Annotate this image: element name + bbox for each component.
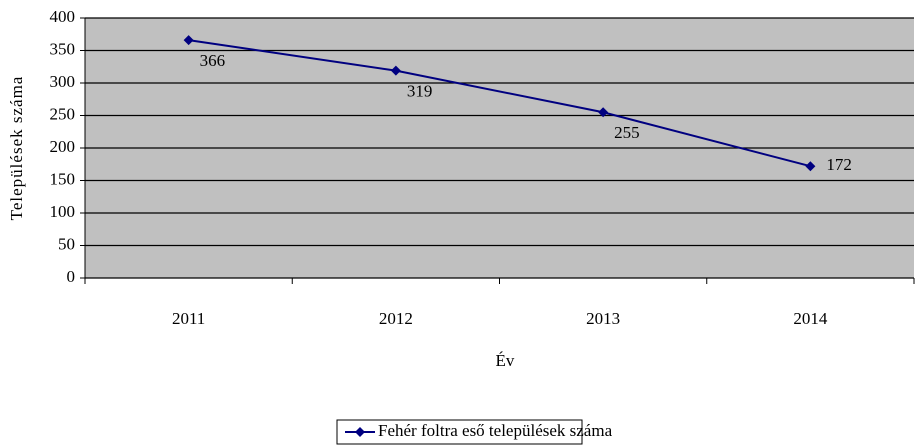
x-axis-label: Év [496,351,515,370]
data-label: 319 [407,82,433,101]
data-marker [183,35,194,46]
legend-box [336,419,583,445]
data-label: 255 [614,123,640,142]
y-tick-label: 100 [50,202,76,221]
y-tick-label: 250 [50,104,76,123]
y-axis-label: Települések száma [7,76,26,221]
legend-marker [355,427,365,437]
y-tick-label: 150 [50,169,76,188]
y-tick-label: 50 [58,234,75,253]
data-marker [598,107,609,118]
y-tick-label: 300 [50,72,76,91]
data-label: 366 [200,51,226,70]
x-tick-label: 2011 [172,309,205,328]
y-tick-label: 0 [67,267,76,286]
data-marker [805,161,816,172]
data-label: 172 [826,155,852,174]
y-tick-label: 350 [50,39,76,58]
data-marker [390,65,401,76]
legend-label: Fehér foltra eső települések száma [378,421,613,440]
y-tick-label: 200 [50,137,76,156]
x-tick-label: 2012 [379,309,413,328]
data-line [188,39,811,168]
x-tick-label: 2013 [586,309,620,328]
x-tick-label: 2014 [793,309,828,328]
y-tick-label: 400 [50,7,76,26]
